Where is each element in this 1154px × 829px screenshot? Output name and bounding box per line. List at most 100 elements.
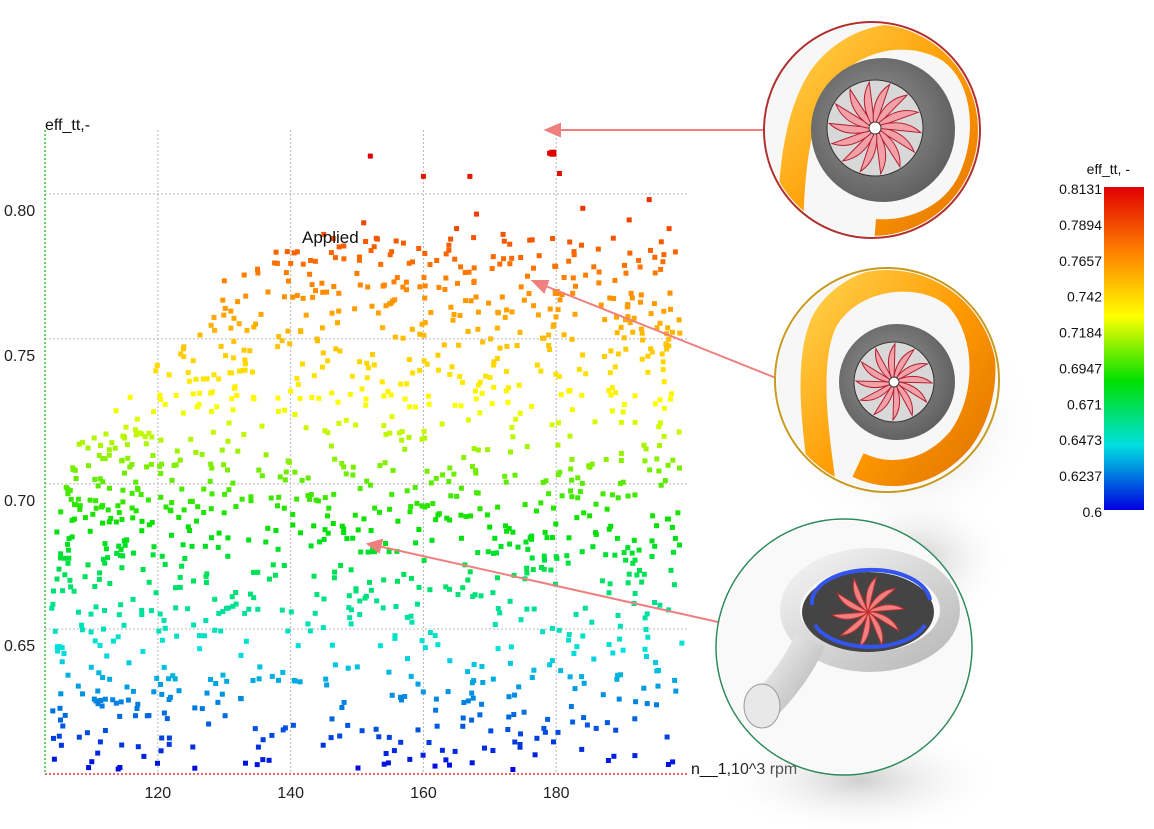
volute-bottom-render bbox=[715, 518, 973, 776]
scatter-point bbox=[583, 272, 589, 278]
scatter-point bbox=[672, 249, 678, 255]
scatter-point bbox=[368, 587, 374, 593]
scatter-point bbox=[76, 609, 81, 615]
scatter-point bbox=[555, 307, 561, 313]
scatter-point bbox=[65, 560, 71, 566]
scatter-point bbox=[309, 395, 315, 400]
scatter-point bbox=[571, 249, 577, 255]
scatter-point bbox=[69, 517, 75, 523]
scatter-point bbox=[230, 355, 236, 361]
scatter-point bbox=[129, 462, 135, 467]
scatter-point bbox=[308, 258, 314, 263]
scatter-point bbox=[129, 505, 135, 511]
scatter-point bbox=[251, 595, 257, 601]
impeller-blade bbox=[892, 375, 934, 384]
scatter-point bbox=[406, 260, 412, 266]
scatter-point bbox=[67, 577, 73, 583]
scatter-point bbox=[662, 478, 668, 484]
scatter-point bbox=[260, 737, 266, 743]
scatter-point bbox=[465, 577, 471, 583]
scatter-point bbox=[140, 649, 146, 654]
scatter-point bbox=[308, 543, 314, 549]
scatter-point bbox=[441, 342, 447, 348]
scatter-point bbox=[122, 435, 128, 441]
scatter-point bbox=[319, 325, 325, 331]
scatter-point bbox=[570, 275, 576, 281]
scatter-point bbox=[190, 391, 196, 397]
scatter-point bbox=[92, 476, 98, 482]
scatter-point bbox=[84, 730, 90, 736]
scatter-point bbox=[361, 516, 367, 522]
scatter-point bbox=[531, 606, 537, 612]
scatter-point bbox=[508, 449, 513, 455]
scatter-point bbox=[311, 573, 317, 579]
scatter-point bbox=[126, 660, 132, 666]
scatter-point bbox=[363, 593, 369, 599]
scatter-point bbox=[100, 456, 106, 461]
scatter-point bbox=[86, 463, 91, 469]
scatter-point bbox=[109, 440, 115, 446]
scatter-point bbox=[58, 509, 64, 515]
scatter-point bbox=[447, 586, 452, 592]
scatter-point bbox=[494, 550, 499, 556]
scatter-point bbox=[521, 709, 527, 715]
scatter-point bbox=[268, 495, 274, 501]
scatter-point bbox=[665, 325, 671, 331]
scatter-point bbox=[326, 505, 332, 511]
scatter-point bbox=[209, 409, 215, 415]
scatter-point bbox=[365, 549, 371, 555]
scatter-point bbox=[638, 292, 644, 298]
scatter-point bbox=[196, 633, 202, 639]
colorbar-label-1: 0.7894 bbox=[1059, 217, 1102, 233]
scatter-point bbox=[469, 690, 475, 696]
scatter-point bbox=[333, 255, 338, 261]
scatter-point bbox=[668, 567, 674, 573]
scatter-point bbox=[49, 605, 55, 611]
scatter-point bbox=[176, 514, 182, 520]
scatter-point bbox=[447, 517, 453, 523]
scatter-point bbox=[231, 385, 237, 391]
scatter-point bbox=[541, 553, 547, 559]
scatter-point bbox=[127, 394, 133, 400]
scatter-point bbox=[492, 622, 498, 627]
scatter-point bbox=[130, 596, 136, 602]
scatter-point bbox=[58, 717, 63, 723]
scatter-point bbox=[580, 352, 586, 358]
scatter-point bbox=[186, 378, 192, 384]
scatter-point bbox=[385, 760, 391, 766]
scatter-point bbox=[596, 280, 602, 286]
scatter-point bbox=[473, 467, 478, 473]
scatter-point bbox=[553, 521, 559, 527]
scatter-point bbox=[593, 532, 599, 537]
scatter-point bbox=[255, 606, 261, 612]
scatter-point bbox=[75, 683, 81, 689]
scatter-point bbox=[526, 291, 532, 296]
scatter-point bbox=[605, 758, 611, 763]
scatter-point bbox=[314, 592, 320, 597]
scatter-point bbox=[460, 585, 466, 591]
scatter-point bbox=[475, 447, 481, 453]
scatter-point bbox=[632, 716, 638, 722]
scatter-point bbox=[618, 324, 624, 330]
scatter-point bbox=[106, 447, 112, 453]
scatter-point bbox=[516, 684, 522, 690]
scatter-point bbox=[173, 585, 178, 591]
scatter-point bbox=[295, 382, 301, 387]
scatter-point bbox=[381, 393, 387, 399]
scatter-point bbox=[243, 293, 249, 299]
colorbar-label-2: 0.7657 bbox=[1059, 253, 1102, 269]
scatter-point bbox=[274, 260, 280, 266]
scatter-point bbox=[435, 352, 441, 358]
scatter-point bbox=[60, 723, 66, 729]
scatter-point bbox=[658, 266, 664, 272]
scatter-point bbox=[638, 326, 644, 332]
scatter-point bbox=[383, 751, 389, 756]
scatter-point bbox=[124, 537, 130, 543]
scatter-point bbox=[548, 567, 554, 573]
scatter-point bbox=[58, 551, 64, 557]
scatter-point bbox=[87, 528, 93, 534]
scatter-point bbox=[461, 700, 467, 705]
scatter-point bbox=[102, 456, 108, 462]
scatter-point bbox=[307, 496, 313, 502]
scatter-point bbox=[103, 546, 109, 552]
